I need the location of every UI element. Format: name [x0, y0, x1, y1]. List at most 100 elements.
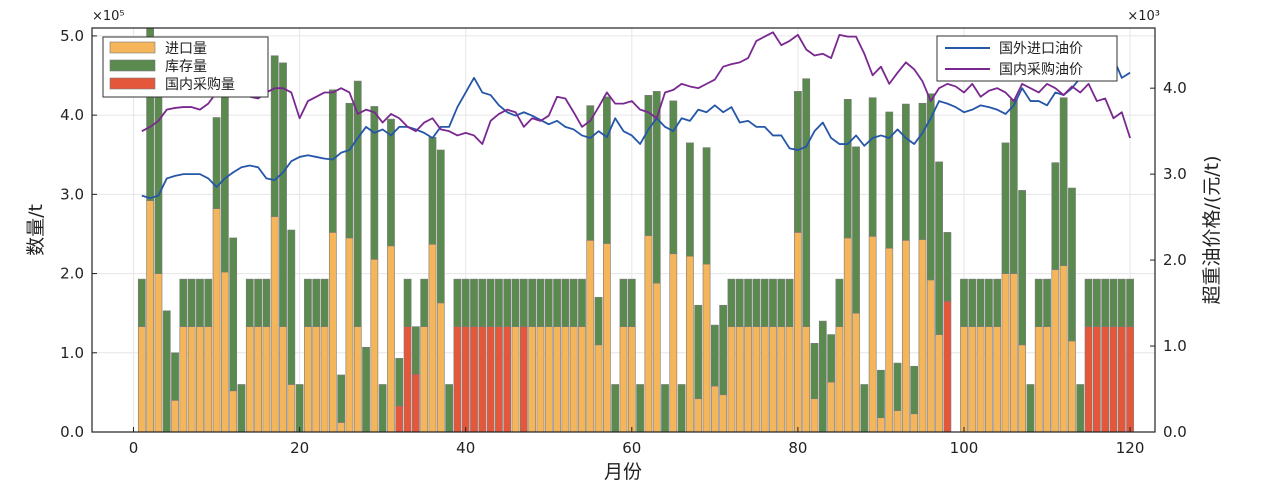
bar-stock [312, 278, 321, 327]
bar-domestic [470, 326, 478, 433]
legend-label-domestic: 国内采购量 [165, 77, 235, 93]
bar-stock [279, 62, 287, 327]
bar-stock [1059, 97, 1068, 266]
bar-stock [719, 304, 728, 396]
legend-label-import: 进口量 [165, 41, 207, 57]
bars-layer [137, 27, 1134, 433]
bar-stock [1101, 278, 1110, 327]
bar-domestic [486, 326, 495, 433]
bar-import [877, 417, 885, 433]
bar-import [652, 282, 661, 433]
bar-import [187, 326, 196, 433]
bar-import [221, 271, 229, 433]
line-domestic-price [141, 31, 1131, 145]
bar-import [976, 326, 985, 433]
bar-stock [968, 278, 977, 327]
bar-stock [519, 278, 528, 327]
bar-stock [710, 324, 719, 387]
bar-stock [727, 278, 736, 327]
bar-domestic [1126, 326, 1134, 433]
bar-import [644, 235, 653, 433]
bar-domestic [1109, 326, 1118, 433]
bar-stock [827, 334, 835, 383]
y-right-tick-label: 4.0 [1163, 79, 1187, 97]
x-tick-label: 120 [1116, 439, 1145, 457]
bar-import [935, 334, 943, 433]
bar-stock [578, 278, 586, 327]
bar-stock [212, 117, 221, 209]
bar-import [985, 326, 993, 433]
x-axis-title: 月份 [604, 461, 642, 483]
bar-import [420, 326, 429, 433]
bar-import [137, 326, 146, 433]
bar-import [279, 326, 287, 433]
bar-stock [777, 278, 786, 327]
bar-import [179, 326, 188, 433]
bar-import [196, 326, 204, 433]
bar-import [312, 326, 321, 433]
x-tick-label: 80 [788, 439, 807, 457]
legend-label-domestic-price: 国内采购油价 [999, 62, 1083, 78]
bar-import [544, 326, 553, 433]
bar-import [337, 422, 346, 433]
bar-stock [187, 278, 196, 327]
bar-import [627, 326, 636, 433]
bar-domestic [395, 405, 404, 433]
bar-stock [171, 352, 179, 401]
bar-stock [686, 142, 694, 257]
bar-stock [760, 278, 769, 327]
bar-stock [420, 278, 429, 327]
bar-import [752, 326, 761, 433]
bar-import [287, 384, 296, 433]
bar-stock [486, 278, 495, 327]
bar-stock [1076, 384, 1085, 433]
bar-import [993, 326, 1002, 433]
bar-stock [470, 278, 478, 327]
bar-stock [561, 278, 570, 327]
bar-stock [569, 278, 578, 327]
bar-stock [810, 342, 819, 400]
bar-stock [677, 384, 686, 433]
bar-import [594, 344, 603, 433]
legend-label-stock: 库存量 [165, 59, 207, 75]
bar-stock [694, 304, 703, 400]
bar-import [702, 263, 711, 433]
bar-import [968, 326, 977, 433]
bar-import [254, 326, 262, 433]
bar-import [794, 232, 802, 433]
y-left-tick-label: 1.0 [60, 344, 84, 362]
bar-stock [611, 384, 620, 433]
x-tick-label: 20 [290, 439, 309, 457]
bar-stock [1126, 278, 1134, 327]
bar-stock [1009, 98, 1018, 274]
bar-import [370, 259, 379, 433]
bar-import [561, 326, 570, 433]
bar-stock [328, 89, 337, 233]
bar-domestic [1084, 326, 1093, 433]
y-left-tick-label: 0.0 [60, 423, 84, 441]
bar-import [760, 326, 769, 433]
bar-import [1034, 326, 1043, 433]
bar-import [171, 400, 179, 433]
bar-import [785, 326, 794, 433]
bar-stock [910, 365, 919, 415]
bar-import [328, 232, 337, 433]
bar-import [769, 326, 777, 433]
line-foreign-price [141, 57, 1131, 200]
bar-stock [162, 310, 171, 433]
bar-stock [868, 97, 877, 237]
bar-import [387, 245, 395, 433]
bar-stock [370, 106, 379, 260]
y-right-tick-label: 1.0 [1163, 337, 1187, 355]
bar-domestic [453, 326, 462, 433]
legend-swatch-domestic [109, 77, 156, 90]
legend-swatch-import [109, 41, 156, 54]
x-tick-label: 100 [950, 439, 979, 457]
bar-import [735, 326, 744, 433]
bar-stock [337, 374, 346, 423]
bar-stock [943, 232, 952, 302]
bar-stock [345, 102, 354, 239]
bar-stock [536, 278, 545, 327]
bar-import [901, 240, 910, 433]
bar-import [436, 302, 445, 433]
